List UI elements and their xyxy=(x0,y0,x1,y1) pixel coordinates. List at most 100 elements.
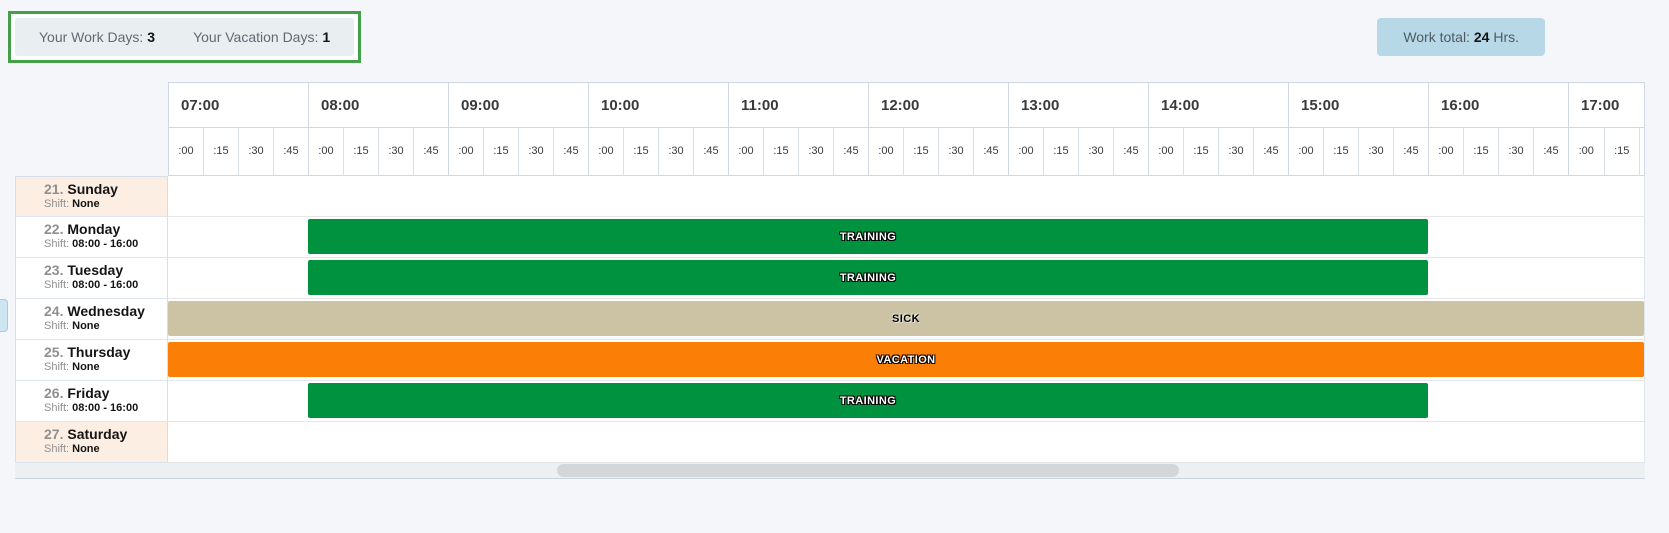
day-name: Wednesday xyxy=(67,303,145,319)
quarter-label: :30 xyxy=(798,128,833,175)
shift-bar-training[interactable]: TRAINING xyxy=(308,383,1428,418)
day-shift-line: Shift: 08:00 - 16:00 xyxy=(44,402,165,415)
quarter-label: :45 xyxy=(273,128,308,175)
day-title: 21. Sunday xyxy=(44,181,165,197)
shift-value: None xyxy=(72,361,100,373)
day-name: Tuesday xyxy=(67,262,124,278)
quarter-label: :45 xyxy=(973,128,1008,175)
row-timeline[interactable]: VACATION xyxy=(168,340,1645,381)
quarter-label: :15 xyxy=(1603,128,1640,175)
schedule-row: 23. Tuesday Shift: 08:00 - 16:00 TRAININ… xyxy=(15,258,1645,299)
header-corner xyxy=(15,82,168,176)
quarter-row: :00:15:30:45 xyxy=(449,128,588,175)
shift-bar-vacation[interactable]: VACATION xyxy=(168,342,1644,377)
schedule-row: 22. Monday Shift: 08:00 - 16:00 TRAINING xyxy=(15,217,1645,258)
horizontal-scrollbar-thumb[interactable] xyxy=(557,464,1179,477)
day-name: Monday xyxy=(67,221,121,237)
hour-column: 09:00 :00:15:30:45 xyxy=(449,83,589,175)
shift-label: Shift: xyxy=(44,402,70,414)
schedule-grid: 07:00 :00:15:30:45 08:00 :00:15:30:45 09… xyxy=(15,82,1645,479)
quarter-row: :00:15:30:45 xyxy=(1149,128,1288,175)
shift-bar-sick[interactable]: SICK xyxy=(168,301,1644,336)
horizontal-scrollbar-track[interactable] xyxy=(15,463,1645,479)
work-total-label: Work total: xyxy=(1403,29,1470,45)
day-date: 22. xyxy=(44,221,64,237)
stats-pill: Your Work Days: 3 Your Vacation Days: 1 xyxy=(15,18,355,56)
day-date: 26. xyxy=(44,385,64,401)
shift-value: 08:00 - 16:00 xyxy=(72,238,139,250)
hour-column: 07:00 :00:15:30:45 xyxy=(169,83,309,175)
schedule-row: 21. Sunday Shift: None xyxy=(15,176,1645,217)
shift-label: Shift: xyxy=(44,279,70,291)
timeline-header: 07:00 :00:15:30:45 08:00 :00:15:30:45 09… xyxy=(168,82,1645,176)
day-cell[interactable]: 21. Sunday Shift: None xyxy=(15,176,168,217)
side-panel-tab[interactable] xyxy=(0,299,8,332)
top-bar: Your Work Days: 3 Your Vacation Days: 1 Wo… xyxy=(0,0,1669,82)
quarter-label: :15 xyxy=(1043,128,1078,175)
quarter-row: :00:15:30:45 xyxy=(1009,128,1148,175)
quarter-label: :15 xyxy=(623,128,658,175)
schedule-row: 25. Thursday Shift: None VACATION xyxy=(15,340,1645,381)
hour-label: 12:00 xyxy=(869,83,1008,128)
row-timeline[interactable]: TRAINING xyxy=(168,258,1645,299)
hour-label: 08:00 xyxy=(309,83,448,128)
shift-value: None xyxy=(72,320,100,332)
day-cell[interactable]: 27. Saturday Shift: None xyxy=(15,422,168,463)
schedule-row: 24. Wednesday Shift: None SICK xyxy=(15,299,1645,340)
schedule-row: 27. Saturday Shift: None xyxy=(15,422,1645,463)
day-cell[interactable]: 24. Wednesday Shift: None xyxy=(15,299,168,340)
quarter-label: :30 xyxy=(238,128,273,175)
quarter-label: :15 xyxy=(1463,128,1498,175)
hour-column: 16:00 :00:15:30:45 xyxy=(1429,83,1569,175)
timeline-header-row: 07:00 :00:15:30:45 08:00 :00:15:30:45 09… xyxy=(15,82,1645,176)
quarter-label: :30 xyxy=(518,128,553,175)
shift-bar-training[interactable]: TRAINING xyxy=(308,219,1428,254)
stats-summary-box: Your Work Days: 3 Your Vacation Days: 1 xyxy=(8,11,362,63)
day-cell[interactable]: 23. Tuesday Shift: 08:00 - 16:00 xyxy=(15,258,168,299)
day-cell[interactable]: 26. Friday Shift: 08:00 - 16:00 xyxy=(15,381,168,422)
row-timeline[interactable]: TRAINING xyxy=(168,217,1645,258)
quarter-row: :00:15 xyxy=(1569,128,1644,175)
quarter-label: :45 xyxy=(833,128,868,175)
day-title: 25. Thursday xyxy=(44,344,165,360)
row-timeline[interactable] xyxy=(168,422,1645,463)
quarter-row: :00:15:30:45 xyxy=(169,128,308,175)
day-name: Saturday xyxy=(67,426,128,442)
shift-label: Shift: xyxy=(44,361,70,373)
day-shift-line: Shift: None xyxy=(44,198,165,211)
day-title: 22. Monday xyxy=(44,221,165,237)
shift-bar-training[interactable]: TRAINING xyxy=(308,260,1428,295)
quarter-label: :30 xyxy=(1078,128,1113,175)
day-cell[interactable]: 25. Thursday Shift: None xyxy=(15,340,168,381)
quarter-label: :00 xyxy=(1438,145,1454,157)
work-days-label: Your Work Days: xyxy=(39,29,144,45)
row-timeline[interactable]: SICK xyxy=(168,299,1645,340)
hour-label: 14:00 xyxy=(1149,83,1288,128)
quarter-row: :00:15:30:45 xyxy=(589,128,728,175)
shift-label: Shift: xyxy=(44,443,70,455)
shift-value: None xyxy=(72,198,100,210)
shift-label: Shift: xyxy=(44,238,70,250)
quarter-label: :00 xyxy=(738,145,754,157)
hour-column: 08:00 :00:15:30:45 xyxy=(309,83,449,175)
hour-column: 13:00 :00:15:30:45 xyxy=(1009,83,1149,175)
row-timeline[interactable]: TRAINING xyxy=(168,381,1645,422)
quarter-label: :00 xyxy=(878,145,894,157)
quarter-stub xyxy=(1639,128,1644,175)
hour-label: 16:00 xyxy=(1429,83,1568,128)
quarter-label: :30 xyxy=(658,128,693,175)
row-timeline[interactable] xyxy=(168,176,1645,217)
day-shift-line: Shift: None xyxy=(44,443,165,456)
quarter-label: :15 xyxy=(483,128,518,175)
day-shift-line: Shift: 08:00 - 16:00 xyxy=(44,279,165,292)
quarter-label: :30 xyxy=(1498,128,1533,175)
day-date: 25. xyxy=(44,344,64,360)
quarter-label: :30 xyxy=(1358,128,1393,175)
hour-column: 14:00 :00:15:30:45 xyxy=(1149,83,1289,175)
day-cell[interactable]: 22. Monday Shift: 08:00 - 16:00 xyxy=(15,217,168,258)
quarter-label: :15 xyxy=(1323,128,1358,175)
day-shift-line: Shift: None xyxy=(44,361,165,374)
quarter-label: :45 xyxy=(693,128,728,175)
shift-bar-label: TRAINING xyxy=(839,271,897,284)
vacation-days-stat: Your Vacation Days: 1 xyxy=(193,29,330,45)
